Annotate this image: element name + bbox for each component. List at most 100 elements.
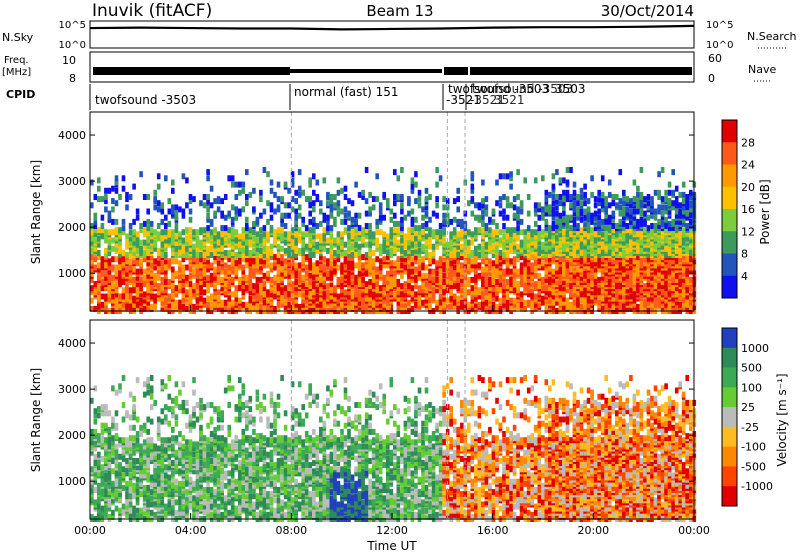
heatmap-cell	[474, 214, 478, 221]
heatmap-cell	[452, 283, 457, 290]
heatmap-cell	[206, 245, 210, 252]
heatmap-cell	[132, 229, 136, 236]
frequency-band-4	[470, 67, 692, 75]
heatmap-cell	[347, 274, 351, 281]
heatmap-cell	[583, 295, 587, 302]
heatmap-cell	[252, 287, 256, 294]
heatmap-cell	[400, 289, 404, 296]
heatmap-cell	[294, 218, 298, 225]
heatmap-cell	[562, 279, 566, 285]
heatmap-cell	[142, 305, 147, 312]
heatmap-cell	[266, 218, 270, 225]
heatmap-cell	[414, 291, 418, 298]
heatmap-cell	[153, 258, 157, 265]
heatmap-cell	[551, 173, 556, 180]
heatmap-cell	[600, 202, 605, 209]
heatmap-cell	[255, 283, 260, 290]
heatmap-cell	[586, 198, 591, 205]
heatmap-cell	[533, 206, 538, 213]
heatmap-cell	[660, 233, 665, 240]
heatmap-cell	[220, 285, 224, 292]
heatmap-cell	[551, 210, 556, 217]
heatmap-cell	[389, 260, 394, 267]
noise-right-tick-top: 10^5	[706, 20, 733, 31]
heatmap-cell	[558, 194, 563, 200]
heatmap-cell	[269, 250, 274, 256]
heatmap-cell	[280, 301, 284, 308]
heatmap-cell	[167, 208, 172, 215]
heatmap-cell	[474, 262, 478, 269]
heatmap-cell	[216, 231, 221, 238]
heatmap-cell	[364, 262, 369, 269]
heatmap-cell	[206, 231, 210, 238]
heatmap-cell	[555, 210, 559, 217]
heatmap-cell	[97, 185, 101, 192]
heatmap-cell	[304, 264, 309, 271]
heatmap-cell	[90, 233, 94, 240]
heatmap-cell	[100, 293, 105, 300]
heatmap-cell	[199, 270, 203, 277]
heatmap-cell	[213, 301, 217, 308]
heatmap-cell	[643, 196, 647, 203]
heatmap-cell	[653, 301, 658, 308]
heatmap-cell	[615, 231, 619, 238]
heatmap-cell	[104, 233, 108, 240]
heatmap-cell	[424, 272, 429, 279]
heatmap-cell	[132, 250, 136, 256]
heatmap-cell	[273, 229, 277, 236]
heatmap-cell	[632, 276, 637, 283]
heatmap-cell	[555, 223, 559, 229]
heatmap-cell	[569, 225, 573, 232]
heatmap-cell	[618, 283, 623, 290]
heatmap-cell	[234, 258, 239, 265]
heatmap-cell	[431, 250, 436, 256]
heatmap-cell	[220, 276, 224, 283]
heatmap-cell	[400, 208, 404, 215]
heatmap-cell	[135, 291, 140, 298]
heatmap-cell	[350, 252, 355, 258]
heatmap-cell	[519, 272, 524, 279]
heatmap-cell	[290, 206, 295, 213]
heatmap-cell	[202, 281, 207, 288]
heatmap-cell	[639, 167, 644, 173]
heatmap-cell	[505, 260, 510, 267]
cpid-segment-2: normal (fast) 151	[294, 85, 398, 99]
heatmap-cell	[512, 256, 517, 263]
heatmap-cell	[632, 179, 637, 186]
heatmap-cell	[607, 289, 612, 296]
heatmap-cell	[160, 285, 165, 292]
heatmap-cell	[340, 187, 344, 194]
heatmap-cell	[97, 303, 101, 310]
heatmap-cell	[590, 274, 594, 281]
heatmap-cell	[526, 299, 531, 306]
heatmap-cell	[174, 214, 179, 221]
heatmap-cell	[400, 202, 404, 209]
heatmap-cell	[607, 179, 612, 186]
heatmap-cell	[255, 287, 260, 294]
heatmap-cell	[294, 214, 298, 221]
heatmap-cell	[484, 252, 489, 258]
heatmap-cell	[125, 301, 129, 308]
heatmap-cell	[259, 247, 263, 254]
heatmap-cell	[396, 262, 401, 269]
heatmap-cell	[111, 185, 115, 192]
heatmap-cell	[593, 285, 598, 292]
heatmap-cell	[160, 229, 165, 236]
heatmap-cell	[294, 305, 298, 312]
heatmap-cell	[639, 301, 644, 308]
heatmap-cell	[572, 198, 577, 205]
heatmap-cell	[516, 243, 520, 250]
heatmap-cell	[357, 254, 362, 261]
heatmap-cell	[273, 293, 277, 300]
cpid-overlap-4: 3521	[494, 93, 525, 107]
heatmap-cell	[410, 250, 415, 256]
heatmap-cell	[195, 281, 200, 288]
heatmap-cell	[290, 256, 295, 263]
heatmap-cell	[438, 293, 443, 300]
heatmap-cell	[181, 276, 186, 283]
heatmap-cell	[199, 262, 203, 269]
heatmap-cell	[135, 274, 140, 281]
heatmap-cell	[364, 167, 369, 173]
heatmap-cell	[551, 194, 556, 200]
heatmap-cell	[470, 297, 475, 304]
